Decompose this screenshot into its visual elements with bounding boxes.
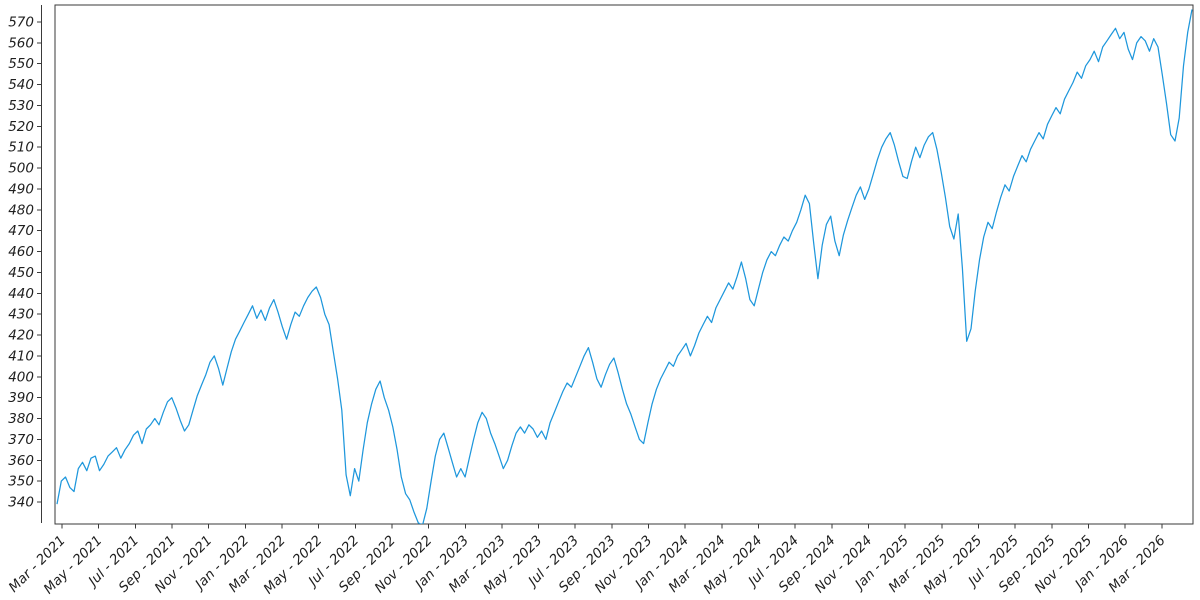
y-tick-label: 490 [8,181,34,197]
y-tick-label: 360 [8,453,34,469]
y-tick-label: 370 [8,432,34,448]
y-tick-label: 450 [8,265,34,281]
y-tick-label: 470 [8,223,34,239]
y-tick-label: 500 [8,161,34,177]
y-tick-label: 560 [8,35,34,51]
y-tick-label: 400 [8,369,34,385]
y-tick-label: 520 [8,119,34,135]
y-tick-label: 480 [8,202,34,218]
y-tick-label: 530 [8,98,34,114]
y-tick-label: 390 [8,390,34,406]
plot-area [54,4,1194,525]
y-tick-label: 510 [8,140,34,156]
y-tick-label: 340 [8,495,34,511]
y-tick-label: 570 [8,15,34,31]
y-tick-label: 540 [8,77,34,93]
price-line-series [56,9,1193,524]
y-tick-label: 350 [8,474,34,490]
y-tick-label: 550 [8,56,34,72]
y-tick-label: 440 [8,286,34,302]
y-tick-label: 430 [8,307,34,323]
y-tick-label: 420 [8,328,34,344]
y-tick-label: 380 [8,411,34,427]
y-tick-label: 410 [8,348,34,364]
y-tick-label: 460 [8,244,34,260]
